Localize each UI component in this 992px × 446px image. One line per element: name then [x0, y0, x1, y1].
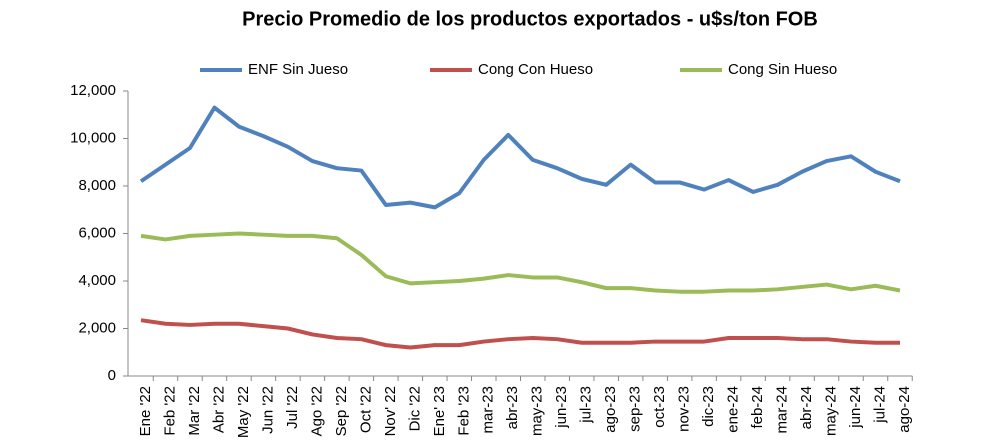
y-tick-label: 0: [108, 367, 116, 384]
y-tick-label: 12,000: [70, 82, 116, 99]
x-tick-label: Ago '22: [308, 386, 325, 436]
x-tick-label: Dic '22: [406, 386, 423, 431]
x-tick-label: mar-23: [480, 386, 497, 434]
x-tick-label: Ene '22: [137, 386, 154, 436]
x-tick-label: Jul '22: [284, 386, 301, 429]
x-tick-label: Mar '22: [186, 386, 203, 436]
x-tick-label: mar-24: [774, 386, 791, 434]
legend-label: ENF Sin Jueso: [248, 61, 348, 78]
x-tick-label: ago-23: [602, 386, 619, 433]
x-tick-label: may-24: [823, 386, 840, 436]
x-tick-label: Feb '22: [161, 386, 178, 436]
x-tick-label: oct-23: [651, 386, 668, 428]
y-tick-label: 2,000: [78, 319, 116, 336]
x-tick-label: nov-23: [676, 386, 693, 432]
x-tick-label: may-23: [529, 386, 546, 436]
x-tick-label: May '22: [235, 386, 252, 438]
series-line: [139, 105, 901, 210]
x-tick-label: Feb '23: [455, 386, 472, 436]
y-tick-label: 10,000: [70, 129, 116, 146]
series-line: [140, 318, 900, 350]
x-tick-label: ago-24: [896, 386, 913, 433]
x-tick-label: Jun '22: [259, 386, 276, 434]
y-tick-label: 6,000: [78, 224, 116, 241]
x-tick-label: abr-23: [504, 386, 521, 429]
x-tick-label: Oct '22: [357, 386, 374, 433]
x-tick-label: dic-23: [700, 386, 717, 427]
x-tick-label: jun-23: [553, 386, 570, 429]
x-tick-label: Nov' 22: [382, 386, 399, 436]
legend-label: Cong Con Hueso: [478, 61, 593, 78]
x-tick-label: Sep '22: [333, 386, 350, 436]
x-tick-label: jun-24: [847, 386, 864, 429]
series-line: [140, 231, 901, 294]
x-tick-label: jul-24: [871, 386, 888, 424]
x-tick-label: ene-24: [725, 386, 742, 433]
x-tick-label: Ene' 23: [431, 386, 448, 436]
x-tick-label: Abr '22: [210, 386, 227, 433]
legend-label: Cong Sin Hueso: [728, 61, 837, 78]
y-tick-label: 4,000: [78, 272, 116, 289]
x-tick-label: sep-23: [627, 386, 644, 432]
y-tick-label: 8,000: [78, 177, 116, 194]
chart-title: Precio Promedio de los productos exporta…: [242, 8, 818, 30]
x-tick-label: jul-23: [578, 386, 595, 424]
x-tick-label: abr-24: [798, 386, 815, 429]
x-tick-label: feb-24: [749, 386, 766, 429]
